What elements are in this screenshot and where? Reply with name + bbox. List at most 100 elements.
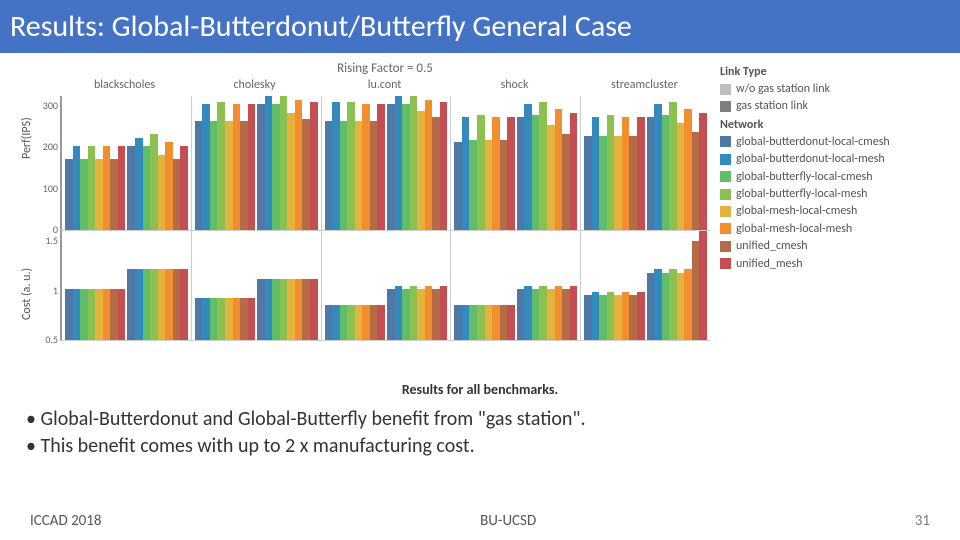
bar-group — [516, 96, 578, 230]
bar — [80, 159, 88, 230]
legend-item: unified_mesh — [720, 257, 940, 271]
bar — [485, 305, 493, 340]
legend-swatch — [720, 189, 731, 200]
bar — [454, 305, 462, 340]
footer-center: BU-UCSD — [480, 512, 536, 530]
bar — [425, 100, 433, 230]
bar — [622, 117, 630, 230]
bar — [88, 289, 96, 340]
legend-item: gas station link — [720, 99, 940, 113]
legend-label: global-butterfly-local-cmesh — [736, 170, 873, 184]
bar — [532, 289, 540, 340]
legend-label: unified_mesh — [736, 257, 803, 271]
chart-panel — [321, 231, 451, 341]
bar — [492, 305, 500, 340]
bar — [272, 104, 280, 230]
legend-item: global-mesh-local-mesh — [720, 222, 940, 236]
bar — [118, 146, 126, 230]
chart-caption: Results for all benchmarks. — [0, 381, 960, 398]
legend-title-network: Network — [720, 118, 940, 132]
bar — [547, 125, 555, 230]
legend-swatch — [720, 84, 731, 95]
bar — [555, 109, 563, 230]
bar — [362, 104, 370, 230]
bar — [362, 305, 370, 340]
legend-label: global-mesh-local-mesh — [736, 222, 852, 236]
legend-item: global-mesh-local-cmesh — [720, 204, 940, 218]
bar — [629, 295, 637, 340]
bar — [402, 104, 410, 230]
bar — [287, 113, 295, 230]
bar — [287, 279, 295, 340]
bar — [165, 142, 173, 230]
bar — [684, 109, 692, 230]
bar — [217, 102, 225, 230]
bar — [584, 295, 592, 340]
legend-label: gas station link — [736, 99, 808, 113]
bar — [607, 115, 615, 230]
bar-group — [646, 96, 708, 230]
bar — [477, 115, 485, 230]
bar — [233, 104, 241, 230]
bar — [195, 121, 203, 230]
bar-group — [256, 231, 318, 340]
legend-swatch — [720, 223, 731, 234]
bar — [662, 273, 670, 340]
legend-item: global-butterfly-local-mesh — [720, 187, 940, 201]
bar — [180, 146, 188, 230]
bar — [492, 117, 500, 230]
legend-swatch — [720, 101, 731, 112]
chart-panel — [580, 96, 710, 231]
bar — [127, 146, 135, 230]
cost-panels: 0.511.5 — [60, 231, 710, 341]
footer-page: 31 — [915, 512, 930, 530]
legend-swatch — [720, 171, 731, 182]
bar — [210, 121, 218, 230]
bar — [370, 305, 378, 340]
bar — [614, 136, 622, 230]
bar — [417, 111, 425, 230]
bar — [454, 142, 462, 230]
bar — [165, 269, 173, 340]
legend-swatch — [720, 258, 731, 269]
legend-item: w/o gas station link — [720, 82, 940, 96]
bar — [387, 104, 395, 230]
bar — [370, 121, 378, 230]
legend-swatch — [720, 206, 731, 217]
bar — [592, 292, 600, 340]
bar — [310, 279, 318, 340]
legend-swatch — [720, 136, 731, 147]
bar — [310, 102, 318, 230]
bar-group — [453, 96, 515, 230]
bar-group — [194, 231, 256, 340]
bar-group — [126, 96, 188, 230]
bar — [248, 298, 256, 340]
chart-overall-title: Rising Factor = 0.5 — [60, 61, 710, 76]
bar — [110, 159, 118, 230]
bar — [202, 104, 210, 230]
bar — [637, 292, 645, 340]
bar — [217, 298, 225, 340]
bar — [669, 269, 677, 340]
slide-title: Results: Global-Butterdonut/Butterfly Ge… — [0, 0, 960, 53]
bar — [677, 273, 685, 340]
bar — [614, 295, 622, 340]
bar-group — [583, 231, 645, 340]
bar — [387, 289, 395, 340]
bar-group — [646, 231, 708, 340]
bar — [584, 136, 592, 230]
bar — [570, 286, 578, 341]
legend-label: global-butterdonut-local-mesh — [736, 152, 885, 166]
bar — [532, 115, 540, 230]
bar-group — [64, 231, 126, 340]
bar — [248, 104, 256, 230]
bar — [485, 140, 493, 230]
bar — [684, 269, 692, 340]
bar — [180, 269, 188, 340]
bar — [440, 286, 448, 341]
bar — [225, 298, 233, 340]
bar — [302, 279, 310, 340]
bar — [524, 286, 532, 341]
bar-group — [194, 96, 256, 230]
bar — [340, 121, 348, 230]
